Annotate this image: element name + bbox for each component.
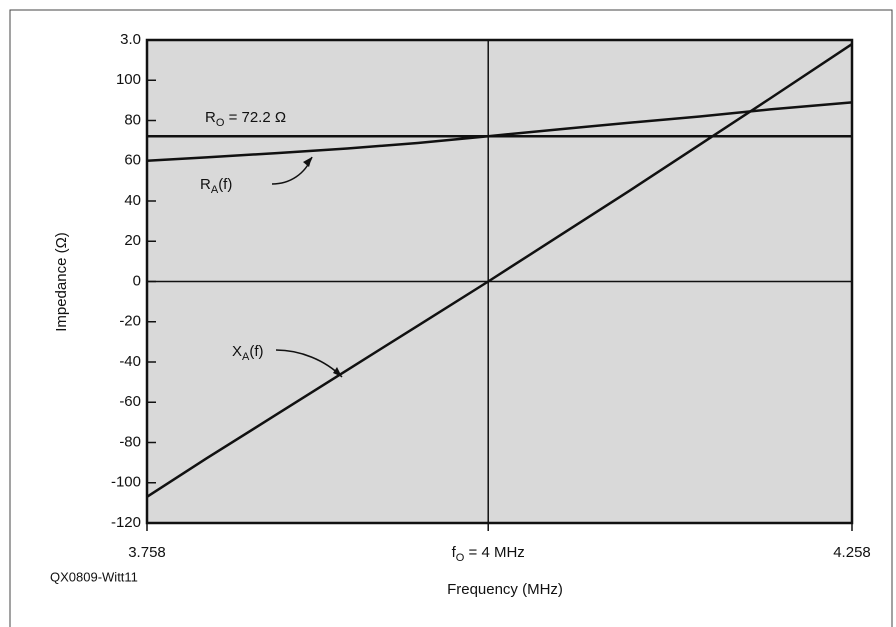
x-tick-label-main: f	[452, 544, 457, 561]
y-tick-label: -60	[119, 393, 141, 410]
figure-id: QX0809-Witt11	[50, 569, 138, 584]
series-label: XA(f)	[232, 343, 264, 363]
series-label-main: X	[232, 343, 242, 360]
y-tick-label: -80	[119, 433, 141, 450]
arrowhead	[303, 157, 312, 167]
x-tick-label: 3.758	[128, 544, 166, 561]
y-tick-label: 100	[116, 71, 141, 88]
series-label-sub: A	[211, 184, 219, 196]
series-line	[146, 101, 853, 162]
series-label-sub: A	[242, 351, 250, 363]
x-tick-label-rest: = 4 MHz	[464, 544, 524, 561]
x-axis-label: Frequency (MHz)	[447, 581, 563, 598]
series-label-rest: (f)	[249, 343, 263, 360]
series-label: RA(f)	[200, 176, 232, 196]
series-label-main: R	[205, 109, 216, 126]
series-label-main: R	[200, 176, 211, 193]
y-axis-label: Impedance (Ω)	[53, 232, 70, 332]
plot-border	[145, 38, 854, 525]
y-tick-label: 60	[124, 152, 141, 169]
y-tick-label: 40	[124, 192, 141, 209]
x-tick-label: 4.258	[833, 544, 871, 561]
series-label-rest: = 72.2 Ω	[224, 109, 286, 126]
series-line	[146, 42, 853, 498]
y-tick-label: -100	[111, 474, 141, 491]
series-label-rest: (f)	[218, 176, 232, 193]
y-tick-label: -120	[111, 514, 141, 531]
y-tick-label: 20	[124, 232, 141, 249]
series-label: RO = 72.2 Ω	[205, 109, 286, 129]
y-tick-label: 0	[133, 272, 141, 289]
y-tick-label: 80	[124, 111, 141, 128]
y-tick-label: -40	[119, 353, 141, 370]
series-label-sub: O	[216, 117, 225, 129]
y-tick-label: 3.0	[120, 31, 141, 48]
y-tick-label: -20	[119, 313, 141, 330]
x-tick-label-sub: O	[456, 552, 465, 564]
frame	[9, 9, 893, 627]
x-tick-label: fO = 4 MHz	[452, 544, 525, 564]
